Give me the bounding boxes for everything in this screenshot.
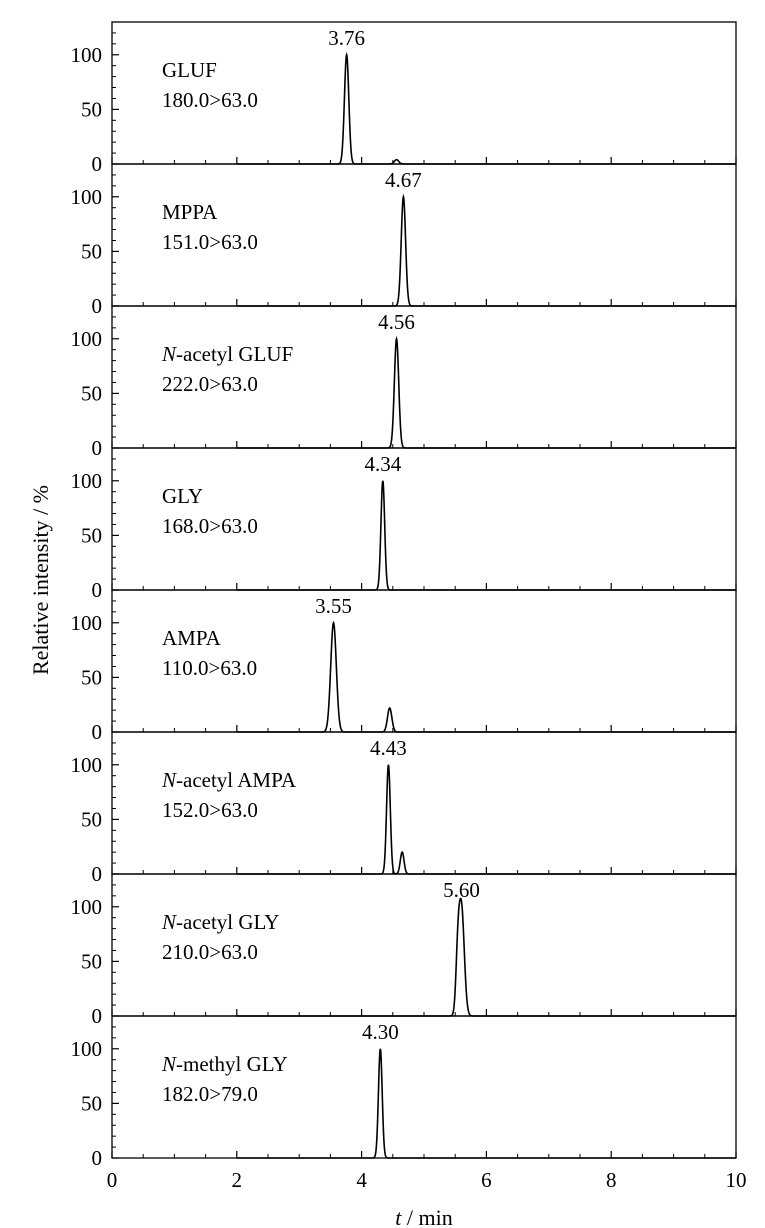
x-tick-label: 6 <box>481 1168 492 1192</box>
mrm-transition: 151.0>63.0 <box>162 230 258 254</box>
y-tick-label: 0 <box>92 862 103 886</box>
y-tick-label: 0 <box>92 1004 103 1028</box>
y-tick-label: 100 <box>71 327 103 351</box>
y-tick-label: 0 <box>92 1146 103 1170</box>
mrm-transition: 152.0>63.0 <box>162 798 258 822</box>
y-tick-label: 0 <box>92 294 103 318</box>
panel-6: 0 50 100 4.43 N-acetyl AMPA 152.0>63.0 <box>71 731 737 886</box>
compound-name: MPPA <box>162 200 218 224</box>
compound-name: N-acetyl GLY <box>161 910 279 934</box>
x-tick-label: 2 <box>232 1168 243 1192</box>
y-tick-label: 50 <box>81 381 102 405</box>
x-tick-label: 10 <box>726 1168 747 1192</box>
y-tick-label: 100 <box>71 43 103 67</box>
y-tick-label: 50 <box>81 665 102 689</box>
peak-label: 3.55 <box>315 594 352 618</box>
compound-name: GLUF <box>162 58 217 82</box>
mrm-transition: 168.0>63.0 <box>162 514 258 538</box>
compound-name: N-acetyl AMPA <box>161 768 297 792</box>
chromatogram-trace <box>236 480 736 591</box>
mrm-transition: 110.0>63.0 <box>162 656 257 680</box>
peak-label: 5.60 <box>443 878 480 902</box>
y-tick-label: 50 <box>81 239 102 263</box>
peak-label: 4.56 <box>378 310 415 334</box>
chromatogram-trace <box>236 897 736 1017</box>
compound-name-prefix: N <box>161 910 177 934</box>
panel-1: 0 50 100 3.76 GLUF 180.0>63.0 <box>71 21 737 176</box>
mrm-transition: 180.0>63.0 <box>162 88 258 112</box>
y-tick-label: 0 <box>92 578 103 602</box>
x-tick-label: 8 <box>606 1168 617 1192</box>
peak-label: 4.30 <box>362 1020 399 1044</box>
panel-7: 0 50 100 5.60 N-acetyl GLY 210.0>63.0 <box>71 873 737 1028</box>
x-axis-title-italic: t <box>395 1205 402 1228</box>
compound-name-main: AMPA <box>162 626 222 650</box>
compound-name-main: -acetyl AMPA <box>176 768 297 792</box>
compound-name-main: -acetyl GLUF <box>176 342 293 366</box>
chromatogram-trace <box>236 193 736 307</box>
panel-2: 0 50 100 4.67 MPPA 151.0>63.0 <box>71 163 737 318</box>
compound-name-main: -acetyl GLY <box>176 910 279 934</box>
peak-label: 4.34 <box>364 452 401 476</box>
compound-name-main: MPPA <box>162 200 218 224</box>
chromatogram-trace <box>236 1048 736 1159</box>
y-tick-label: 50 <box>81 807 102 831</box>
x-axis-title-rest: / min <box>401 1205 452 1228</box>
chromatogram-trace <box>236 764 736 875</box>
y-tick-label: 100 <box>71 469 103 493</box>
peak-label: 3.76 <box>328 26 365 50</box>
compound-name: GLY <box>162 484 203 508</box>
x-tick-label: 4 <box>356 1168 367 1192</box>
y-tick-label: 0 <box>92 152 103 176</box>
panel-5: 0 50 100 3.55 AMPA 110.0>63.0 <box>71 589 737 744</box>
compound-name-prefix: N <box>161 1052 177 1076</box>
y-tick-label: 50 <box>81 949 102 973</box>
y-tick-label: 100 <box>71 185 103 209</box>
mrm-transition: 210.0>63.0 <box>162 940 258 964</box>
panel-8: 0 50 100 4.30 N-methyl GLY 182.0>79.0 <box>71 1015 737 1170</box>
panel-4: 0 50 100 4.34 GLY 168.0>63.0 <box>71 447 737 602</box>
x-tick-label: 0 <box>107 1168 118 1192</box>
compound-name-main: -methyl GLY <box>176 1052 288 1076</box>
y-tick-label: 100 <box>71 1037 103 1061</box>
chromatogram-trace <box>236 335 736 449</box>
compound-name: N-acetyl GLUF <box>161 342 293 366</box>
y-tick-label: 100 <box>71 753 103 777</box>
chromatogram-trace <box>236 620 736 733</box>
x-axis-title: t / min <box>395 1205 452 1228</box>
y-tick-label: 50 <box>81 97 102 121</box>
compound-name-main: GLY <box>162 484 203 508</box>
compound-name-main: GLUF <box>162 58 217 82</box>
peak-label: 4.43 <box>370 736 407 760</box>
compound-name-prefix: N <box>161 342 177 366</box>
mrm-transition: 182.0>79.0 <box>162 1082 258 1106</box>
y-tick-label: 0 <box>92 720 103 744</box>
mrm-transition: 222.0>63.0 <box>162 372 258 396</box>
y-tick-label: 50 <box>81 523 102 547</box>
y-tick-label: 50 <box>81 1091 102 1115</box>
compound-name: N-methyl GLY <box>161 1052 288 1076</box>
y-tick-label: 100 <box>71 611 103 635</box>
y-axis-title: Relative intensity / % <box>28 485 53 675</box>
chromatogram-trace <box>236 51 736 165</box>
y-tick-label: 100 <box>71 895 103 919</box>
compound-name-prefix: N <box>161 768 177 792</box>
panels-group: 0 50 100 3.76 GLUF 180.0>63.0 0 50 100 4.67 MPPA 15… <box>71 21 737 1170</box>
x-axis: 0 2 4 6 8 10 <box>107 1168 747 1192</box>
panel-3: 0 50 100 4.56 N-acetyl GLUF 222.0>63.0 <box>71 305 737 460</box>
y-tick-label: 0 <box>92 436 103 460</box>
peak-label: 4.67 <box>385 168 422 192</box>
compound-name: AMPA <box>162 626 222 650</box>
